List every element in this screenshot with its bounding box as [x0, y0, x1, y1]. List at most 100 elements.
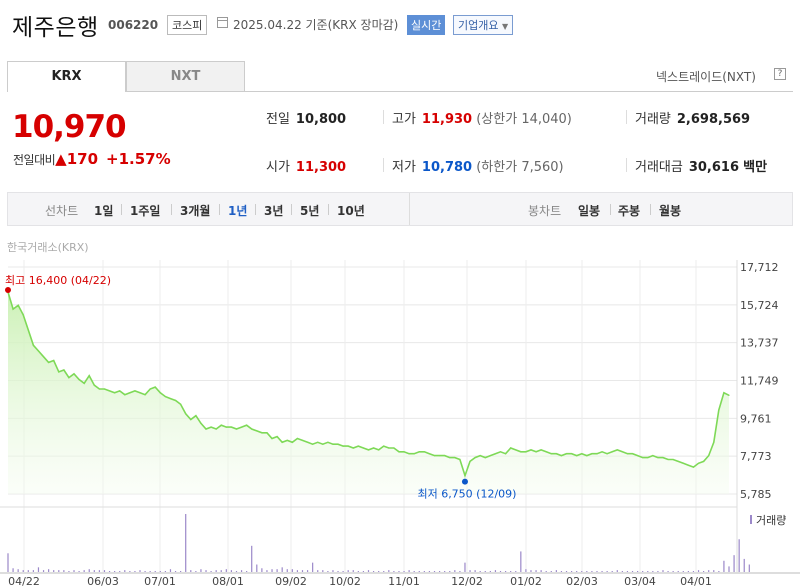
period-3y[interactable]: 3년: [264, 204, 284, 218]
low-label: 저가: [392, 160, 416, 175]
volume-bar: [408, 570, 410, 572]
price-point: [215, 428, 217, 430]
volume-bar: [388, 570, 390, 572]
volume-bar: [499, 571, 502, 572]
period-1y[interactable]: 1년: [228, 204, 248, 218]
volume-bar: [606, 571, 608, 572]
price-point: [697, 462, 700, 464]
price-point: [119, 390, 121, 392]
volume-bar: [58, 570, 60, 572]
volume-bar: [576, 571, 578, 572]
period-1d[interactable]: 1일: [94, 204, 114, 218]
volume-bar: [418, 571, 420, 572]
volume-bar: [12, 568, 14, 572]
volume-bar: [200, 569, 202, 572]
price-chart[interactable]: 17,71215,72413,73711,7499,7617,7735,785 …: [0, 250, 800, 587]
volume-bar: [332, 570, 334, 572]
change-percent: +1.57%: [106, 150, 171, 168]
company-info-dropdown[interactable]: 기업개요 ▼: [453, 15, 514, 35]
price-point: [581, 453, 583, 455]
volume-bar: [469, 570, 471, 572]
price-point: [276, 436, 278, 438]
period-5y[interactable]: 5년: [300, 204, 320, 218]
price-point: [367, 449, 370, 451]
tab-nxt[interactable]: NXT: [126, 61, 245, 92]
y-tick-label: 13,737: [740, 337, 779, 350]
volume-bar: [22, 570, 24, 572]
help-icon[interactable]: ?: [774, 68, 786, 80]
volume-bar: [703, 571, 705, 572]
price-point: [652, 455, 654, 457]
stock-header: 제주은행 006220 코스피 2025.04.22 기준(KRX 장마감) 실…: [0, 0, 800, 50]
price-point: [525, 451, 527, 453]
volume-bar: [322, 570, 324, 572]
volume-legend-swatch: [750, 515, 752, 524]
prev-close-value: 10,800: [295, 112, 347, 127]
volume-bar: [144, 571, 146, 572]
price-point: [200, 422, 202, 424]
price-point: [703, 460, 705, 462]
price-point: [261, 432, 263, 434]
volume-bar: [210, 571, 212, 572]
volume-bar: [114, 571, 116, 572]
price-point: [479, 455, 481, 457]
price-point: [418, 451, 420, 453]
price-point: [535, 451, 537, 453]
candle-daily[interactable]: 일봉: [578, 204, 601, 218]
high-value: 11,930: [421, 112, 473, 127]
price-point: [32, 344, 34, 346]
price-point: [108, 390, 111, 392]
period-3m[interactable]: 3개월: [180, 204, 211, 218]
x-tick-label: 09/02: [275, 575, 307, 587]
high-label: 고가: [392, 112, 416, 127]
volume-bar: [672, 571, 674, 572]
volume-label: 거래량: [635, 112, 671, 127]
volume-bar: [352, 570, 354, 572]
min-marker: [461, 478, 468, 485]
realtime-button[interactable]: 실시간: [407, 15, 446, 35]
volume-bar: [433, 571, 436, 572]
y-tick-label: 5,785: [740, 488, 772, 501]
candle-weekly[interactable]: 주봉: [618, 204, 641, 218]
price-point: [154, 386, 156, 388]
price-point: [560, 455, 563, 457]
price-point: [37, 350, 40, 352]
price-point: [464, 475, 466, 477]
volume-bar: [616, 570, 618, 572]
price-point: [220, 424, 222, 426]
volume-bar: [301, 570, 304, 572]
volume-bar: [53, 570, 55, 572]
period-separator: [255, 204, 256, 215]
price-point: [494, 453, 497, 455]
volume-bar: [383, 571, 385, 572]
volume-bar: [190, 570, 192, 572]
volume-bar: [362, 571, 365, 572]
volume-bar: [647, 571, 649, 572]
tab-krx[interactable]: KRX: [7, 61, 126, 92]
period-separator: [291, 204, 292, 215]
volume-bar: [235, 571, 238, 572]
price-point: [687, 464, 689, 466]
price-point: [637, 455, 639, 457]
price-point: [78, 378, 80, 381]
amount-unit: 백만: [743, 160, 768, 175]
volume-bar: [42, 570, 45, 572]
price-point: [520, 451, 522, 453]
volume-bar: [246, 571, 248, 572]
volume-bar: [124, 570, 126, 572]
price-point: [169, 397, 172, 400]
period-1w[interactable]: 1주일: [130, 204, 161, 218]
change-amount: 170: [66, 150, 99, 168]
price-point: [677, 460, 679, 462]
nextrade-link[interactable]: 넥스트레이드(NXT): [656, 70, 756, 84]
volume-bar: [286, 569, 288, 572]
candle-monthly[interactable]: 월봉: [659, 204, 682, 218]
price-point: [362, 447, 365, 449]
price-point: [134, 390, 136, 392]
price-point: [504, 453, 507, 455]
market-badge: 코스피: [167, 15, 208, 35]
volume-bar: [510, 571, 512, 572]
price-point: [195, 415, 197, 417]
period-10y[interactable]: 10년: [337, 204, 365, 218]
price-point: [296, 437, 299, 440]
